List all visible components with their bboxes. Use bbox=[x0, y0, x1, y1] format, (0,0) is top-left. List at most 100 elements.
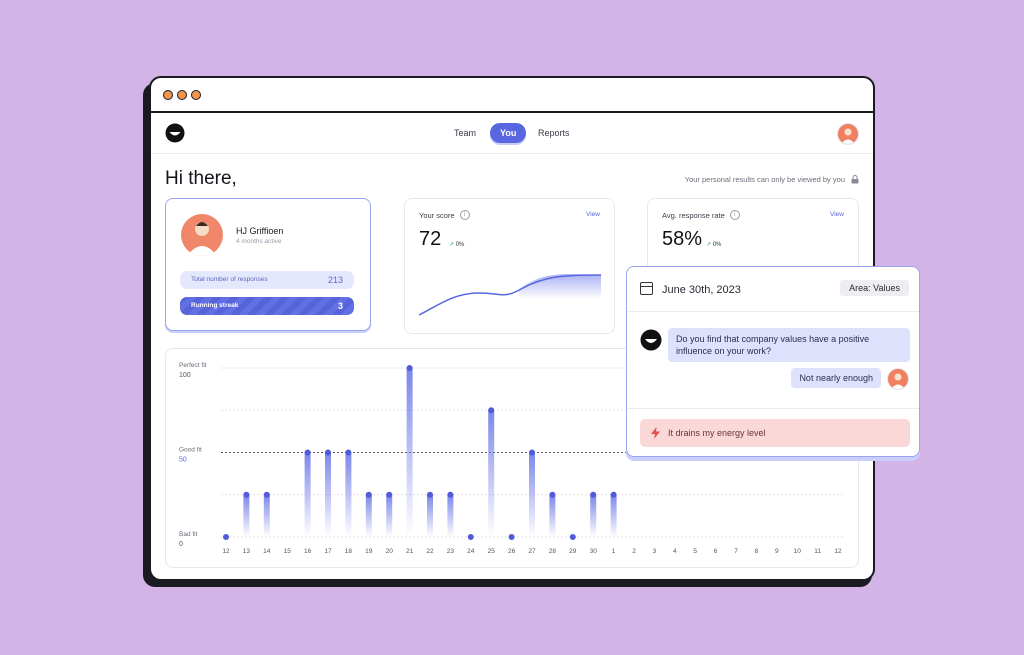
x-tick-label: 22 bbox=[426, 548, 434, 555]
person-icon bbox=[187, 222, 217, 256]
answer-bubble: Not nearly enough bbox=[791, 368, 881, 388]
data-bar bbox=[325, 452, 331, 537]
response-date: June 30th, 2023 bbox=[662, 284, 741, 296]
x-tick-label: 12 bbox=[222, 548, 230, 555]
y-axis-value: 100 bbox=[179, 372, 191, 379]
data-bar bbox=[427, 494, 433, 537]
score-value: 72 bbox=[419, 228, 442, 250]
data-point bbox=[263, 491, 270, 498]
x-tick-label: 30 bbox=[590, 548, 598, 555]
data-point bbox=[508, 534, 515, 540]
x-tick-label: 15 bbox=[284, 548, 292, 555]
data-point bbox=[325, 449, 331, 456]
data-point bbox=[427, 491, 433, 498]
data-bar bbox=[590, 494, 597, 537]
window-minimize-dot[interactable] bbox=[177, 90, 187, 100]
app-logo-icon bbox=[640, 329, 662, 351]
feeling-text: It drains my energy level bbox=[668, 428, 766, 438]
responses-stat: Total number of responses 213 bbox=[180, 271, 354, 289]
data-point bbox=[365, 491, 372, 498]
data-point bbox=[223, 534, 229, 540]
x-tick-label: 29 bbox=[569, 548, 577, 555]
data-bar bbox=[345, 452, 352, 537]
data-bar bbox=[365, 494, 372, 537]
window-close-dot[interactable] bbox=[163, 90, 173, 100]
x-tick-label: 1 bbox=[612, 548, 616, 555]
profile-name: HJ Griffioen bbox=[236, 226, 284, 236]
top-navbar: Team You Reports bbox=[151, 113, 873, 154]
data-point bbox=[304, 449, 311, 456]
data-bar bbox=[610, 494, 617, 537]
x-tick-label: 27 bbox=[528, 548, 536, 555]
x-tick-label: 12 bbox=[834, 548, 842, 555]
divider bbox=[627, 408, 919, 409]
profile-card: HJ Griffioen 4 months active Total numbe… bbox=[165, 198, 371, 331]
score-delta-value: 0% bbox=[455, 242, 465, 248]
x-tick-label: 9 bbox=[775, 548, 779, 555]
response-rate-delta: ↗ 0% bbox=[706, 241, 721, 248]
x-tick-label: 23 bbox=[447, 548, 455, 555]
tab-team[interactable]: Team bbox=[454, 128, 477, 138]
score-sparkline bbox=[419, 274, 602, 316]
person-icon bbox=[891, 373, 905, 389]
streak-stat: Running streak 3 bbox=[180, 297, 354, 315]
x-tick-label: 20 bbox=[386, 548, 394, 555]
y-axis-value: 0 bbox=[179, 541, 183, 548]
score-delta: ↗ 0% bbox=[449, 241, 464, 248]
data-point bbox=[488, 407, 495, 414]
area-tag[interactable]: Area: Values bbox=[840, 280, 909, 296]
streak-value: 3 bbox=[337, 301, 343, 311]
x-tick-label: 18 bbox=[345, 548, 353, 555]
score-label: Your score bbox=[419, 210, 455, 220]
x-tick-label: 4 bbox=[673, 548, 677, 555]
divider bbox=[627, 311, 919, 312]
calendar-icon bbox=[640, 282, 653, 295]
x-tick-label: 17 bbox=[324, 548, 332, 555]
data-point bbox=[529, 449, 535, 456]
lightning-icon bbox=[651, 427, 660, 439]
tab-reports[interactable]: Reports bbox=[538, 128, 570, 138]
x-tick-label: 25 bbox=[488, 548, 496, 555]
response-rate-value: 58% bbox=[662, 228, 703, 250]
y-axis-label: Bad fit bbox=[179, 531, 198, 538]
responses-label: Total number of responses bbox=[191, 276, 268, 283]
window-titlebar bbox=[151, 78, 873, 113]
response-rate-view-link[interactable]: View bbox=[830, 211, 844, 218]
user-avatar[interactable] bbox=[837, 123, 859, 145]
x-tick-label: 3 bbox=[653, 548, 657, 555]
data-point bbox=[243, 491, 250, 498]
privacy-note: Your personal results can only be viewed… bbox=[685, 175, 859, 184]
data-point bbox=[386, 491, 393, 498]
score-view-link[interactable]: View bbox=[586, 211, 600, 218]
x-tick-label: 7 bbox=[734, 548, 738, 555]
info-icon[interactable]: i bbox=[729, 210, 740, 220]
privacy-note-text: Your personal results can only be viewed… bbox=[684, 175, 845, 184]
x-tick-label: 16 bbox=[304, 548, 312, 555]
window-maximize-dot[interactable] bbox=[191, 90, 201, 100]
response-rate-label: Avg. response rate bbox=[662, 210, 725, 220]
answer-avatar bbox=[887, 368, 909, 390]
x-tick-label: 13 bbox=[243, 548, 251, 555]
x-tick-label: 19 bbox=[365, 548, 373, 555]
x-tick-label: 2 bbox=[632, 548, 636, 555]
response-rate-delta-value: 0% bbox=[712, 242, 722, 248]
trend-up-icon: ↗ bbox=[449, 242, 455, 248]
data-point bbox=[447, 491, 454, 498]
data-point bbox=[406, 365, 413, 371]
person-icon bbox=[841, 128, 855, 144]
fit-chart-card: Perfect fit 100 Good fit 50 Bad fit 0 12 13 14 15… bbox=[165, 348, 859, 568]
response-detail-popup: June 30th, 2023 Area: Values Do you find… bbox=[626, 266, 920, 457]
data-point bbox=[345, 449, 352, 456]
data-bar bbox=[304, 452, 311, 537]
app-logo-icon[interactable] bbox=[165, 123, 185, 143]
info-icon[interactable]: i bbox=[459, 210, 470, 220]
x-tick-label: 6 bbox=[714, 548, 718, 555]
data-bar bbox=[488, 410, 495, 537]
responses-value: 213 bbox=[327, 275, 343, 285]
trend-up-icon: ↗ bbox=[706, 242, 712, 248]
tab-you[interactable]: You bbox=[490, 123, 527, 143]
lock-icon bbox=[851, 175, 859, 184]
x-tick-label: 24 bbox=[467, 548, 475, 555]
streak-label: Running streak bbox=[191, 302, 239, 309]
